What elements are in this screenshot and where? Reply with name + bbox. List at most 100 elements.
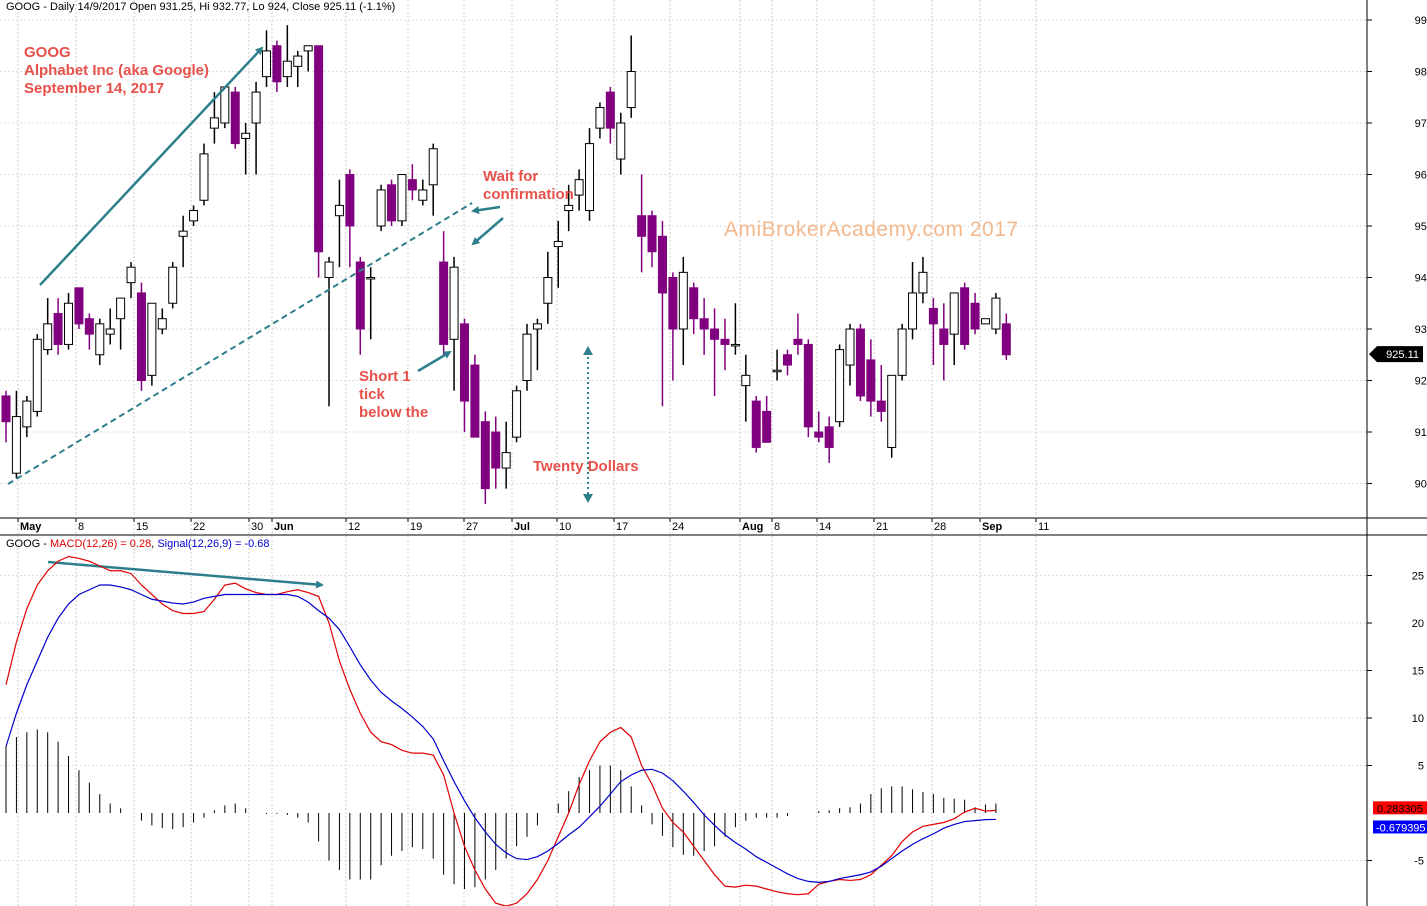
- divergence-arrow: [47, 560, 324, 589]
- twenty-arrow-up: [583, 346, 593, 355]
- candle: [908, 262, 918, 340]
- candle-body-down: [793, 338, 803, 345]
- candle-body-up: [189, 210, 199, 222]
- candle: [574, 169, 584, 211]
- price-y-tick-label: 940: [1415, 273, 1427, 285]
- candle: [835, 344, 845, 427]
- candle: [678, 256, 688, 366]
- macd-value-label: 0.283305: [1377, 803, 1423, 815]
- candle-body-down: [762, 410, 772, 443]
- candle-body-up: [918, 271, 928, 294]
- candle-body-up: [334, 204, 344, 217]
- candle-body-down: [407, 179, 417, 191]
- candle: [491, 416, 501, 489]
- candle: [720, 318, 730, 371]
- macd-line: [5, 555, 996, 906]
- candle-body-up: [678, 271, 688, 330]
- last-price-tag: [1369, 346, 1423, 363]
- candle-body-up: [574, 179, 584, 196]
- candle-body-down: [480, 421, 490, 490]
- x-tick-label: 11: [1038, 521, 1049, 533]
- candle: [668, 272, 678, 381]
- candle: [783, 349, 792, 376]
- candle: [897, 323, 907, 381]
- x-tick-label: 30: [251, 521, 263, 533]
- x-tick-label: Jul: [514, 521, 530, 533]
- candle-body-down: [657, 235, 667, 294]
- candle: [189, 205, 199, 226]
- candle: [939, 303, 949, 381]
- candle: [814, 411, 824, 443]
- candle: [282, 25, 292, 87]
- candle: [209, 92, 219, 144]
- candle-body-up: [376, 189, 386, 227]
- candle: [293, 50, 303, 87]
- candle: [855, 323, 865, 402]
- candle: [84, 313, 94, 350]
- candle: [251, 81, 261, 175]
- x-tick-label: Jun: [274, 521, 294, 533]
- candle: [116, 297, 126, 350]
- candle-body-up: [282, 60, 292, 78]
- candle-body-up: [501, 452, 511, 469]
- macd-header: GOOG - MACD(12,26) = 0.28, Signal(12,26,…: [6, 538, 270, 550]
- candle-body-down: [647, 215, 657, 253]
- short-annotation: Short 1 tick below the: [359, 368, 429, 421]
- candle-body-down: [855, 328, 865, 397]
- candle-body-up: [95, 323, 105, 356]
- candle-body-down: [783, 354, 792, 366]
- candle: [512, 385, 522, 443]
- candle: [314, 45, 324, 278]
- candle: [428, 143, 438, 216]
- candle-body-down: [751, 400, 761, 448]
- x-tick-label: May: [20, 521, 42, 533]
- twenty-annotation: Twenty Dollars: [533, 458, 639, 475]
- x-tick-label: 19: [410, 521, 422, 533]
- candle: [689, 282, 699, 335]
- candle: [949, 292, 959, 366]
- macd-y-tick-label: 20: [1412, 618, 1424, 630]
- candle: [32, 334, 42, 417]
- price-y-tick-label: 980: [1415, 67, 1427, 79]
- candle-body-up: [157, 318, 167, 330]
- candle-body-down: [355, 261, 365, 330]
- signal-line: [5, 584, 996, 883]
- candle: [105, 308, 115, 345]
- candle-body-down: [720, 338, 730, 345]
- candle-body-up: [64, 302, 74, 345]
- candle-body-down: [1001, 323, 1011, 356]
- macd-y-tick-label: 5: [1418, 761, 1424, 773]
- candle-body-down: [230, 91, 240, 145]
- candle-body-up: [626, 71, 636, 109]
- x-tick-label: 28: [934, 521, 946, 533]
- candle: [157, 308, 167, 335]
- signal-value-label: -0.679395: [1376, 822, 1426, 834]
- signal-value-tag: [1373, 820, 1427, 834]
- candle: [710, 308, 720, 396]
- x-tick-label: 21: [876, 521, 888, 533]
- price-y-tick-label: 900: [1415, 479, 1427, 491]
- candle: [376, 184, 386, 232]
- candle-body-down: [699, 318, 709, 330]
- candle-body-up: [303, 45, 313, 52]
- candle-body-down: [1, 395, 11, 423]
- twenty-arrow-down: [583, 494, 593, 503]
- candle: [991, 292, 1001, 335]
- candle: [803, 339, 813, 438]
- last-price-label: 925.11: [1386, 349, 1419, 361]
- candle: [730, 303, 740, 355]
- candle: [532, 318, 542, 371]
- candle: [845, 323, 855, 386]
- candle: [459, 318, 469, 432]
- trendline: [7, 202, 473, 485]
- candle-body-up: [522, 333, 532, 381]
- price-y-tick-label: 920: [1415, 376, 1427, 388]
- uptrend-arrow: [39, 46, 264, 286]
- candle: [178, 215, 188, 268]
- candle: [970, 292, 980, 335]
- candle-body-up: [991, 297, 1001, 330]
- x-tick-label: 8: [78, 521, 84, 533]
- candle-body-up: [22, 400, 32, 428]
- x-tick-label: 14: [819, 521, 831, 533]
- candle-body-up: [772, 369, 782, 373]
